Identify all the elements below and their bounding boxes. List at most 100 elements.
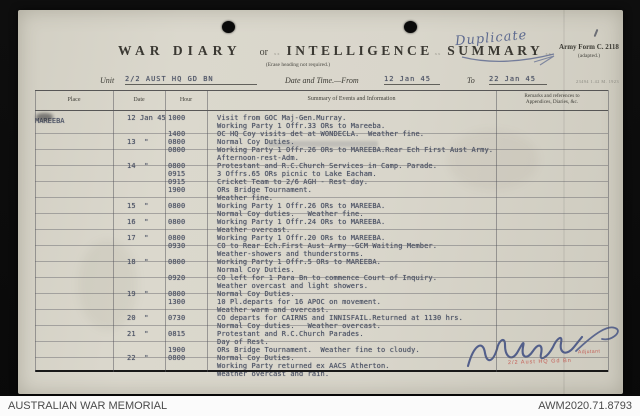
row-hour: 0800 <box>168 138 186 146</box>
date-from-value: 12 Jan 45 <box>384 75 440 85</box>
table-row: Weather overcast and light showers. <box>35 282 608 290</box>
place-value: MAREEBA <box>35 117 65 125</box>
title-subnote: (Erase heading not required.) <box>265 62 331 68</box>
row-date: 14 " <box>127 162 149 170</box>
table-row: Normal Coy Duties. <box>35 266 608 274</box>
row-summary: Working Party returned ex AACS Atherton. <box>217 362 390 370</box>
ruled-line <box>35 357 608 358</box>
table-row: Weather fine. <box>35 194 608 202</box>
paper-crease <box>563 10 565 394</box>
duplicate-underline-flourish <box>461 53 555 66</box>
erased-text-ghost <box>268 141 378 147</box>
document-title: WAR DIARY or xx INTELLIGENCE xx SUMMARY xx <box>118 42 551 60</box>
row-summary: OC HQ Coy visits det at WONDECLA. Weathe… <box>217 130 425 138</box>
awm-institution-label: AUSTRALIAN WAR MEMORIAL <box>8 400 168 412</box>
ink-smudge <box>36 113 53 121</box>
row-summary: Weather overcast and light showers. <box>217 282 369 290</box>
ruled-line <box>35 149 608 150</box>
table-row: Weather overcast and rain. <box>35 370 608 378</box>
row-date: 22 " <box>127 354 149 362</box>
table-row: Afternoon-rest-Adm. <box>35 154 608 162</box>
row-hour: 0915 <box>168 170 186 178</box>
punch-hole-right <box>404 21 417 33</box>
table-row: 18 " 0800 Working Party 1 Offr.5 ORs to MA… <box>35 258 608 266</box>
ruled-line <box>35 197 608 198</box>
column-header-place: Place <box>67 97 81 103</box>
table-row: 0930 CO to Rear Ech.First Aust Army -GCM … <box>35 242 608 250</box>
ruled-line <box>35 293 608 294</box>
column-header-summary: Summary of Events and Information <box>307 96 396 102</box>
ruled-line <box>35 213 608 214</box>
table-row: 0915 3 Offrs.65 ORs picnic to Lake Eacham… <box>35 170 608 178</box>
table-row: 22 " 0800 Normal Coy Duties. <box>35 354 608 362</box>
punch-hole-left <box>222 21 235 33</box>
row-summary: Working Party 1 Offr.26 ORs to MAREEBA.R… <box>217 146 494 154</box>
row-hour: 0800 <box>168 354 186 362</box>
ruled-line <box>35 133 608 134</box>
to-label: To <box>467 76 475 85</box>
table-row: 0920 CO left for 1 Para Bn to commence Co… <box>35 274 608 282</box>
table-row: 17 " 0800 Working Party 1 Offr.20 ORs to M… <box>35 234 608 242</box>
row-summary: 3 Offrs.65 ORs picnic to Lake Eacham. <box>217 170 377 178</box>
table-row: 1300 10 Pl.departs for 16 APOC on movemen… <box>35 298 608 306</box>
title-or: or <box>259 47 268 58</box>
row-hour: 0800 <box>168 290 186 298</box>
row-summary: Normal Coy Duties. <box>217 266 295 274</box>
ruled-line <box>35 277 608 278</box>
row-summary: Weather warm and overcast. <box>217 306 330 314</box>
date-time-label: Date and Time.—From <box>285 76 359 85</box>
row-hour: 0800 <box>168 146 186 154</box>
row-summary: Normal Coy Duties. <box>217 138 295 146</box>
strike-marks: xx <box>274 51 281 56</box>
table-row: 19 " 0800 Normal Coy Duties. <box>35 290 608 298</box>
row-summary: CO left for 1 Para Bn to commence Court … <box>217 274 438 282</box>
row-hour: 0815 <box>168 330 186 338</box>
awm-accession-number: AWM2020.71.8793 <box>538 400 632 412</box>
table-row: 15 " 0800 Working Party 1 Offr.26 ORs to M… <box>35 202 608 210</box>
row-summary: Normal Coy Duties. <box>217 354 295 362</box>
table-body: MAREEBA 12 Jan 45 1000 Visit from GOC Maj-… <box>35 110 608 378</box>
table-header-row: Place Date Hour Summary of Events and In… <box>35 90 608 110</box>
row-hour: 0730 <box>168 314 186 322</box>
ruled-line <box>35 181 608 182</box>
row-hour: 0800 <box>168 202 186 210</box>
table-row: 1900 ORs Bridge Tournament. Weather fine … <box>35 346 608 354</box>
ruled-line <box>35 261 608 262</box>
row-hour: 1000 <box>168 114 186 122</box>
ruled-line <box>35 309 608 310</box>
row-hour: 0920 <box>168 274 186 282</box>
row-summary: Working Party 1 Offr.5 ORs to MAREEBA. <box>217 258 381 266</box>
table-row: 12 Jan 45 1000 Visit from GOC Maj-Gen.Murr… <box>35 114 608 122</box>
adjutant-signature <box>466 326 619 368</box>
ruled-line <box>35 229 608 230</box>
row-summary: Normal Coy duties. Weather overcast. <box>217 322 381 330</box>
row-hour: 1900 <box>168 186 186 194</box>
table-row: Working Party returned ex AACS Atherton. <box>35 362 608 370</box>
row-hour: 0800 <box>168 218 186 226</box>
column-line <box>608 90 609 372</box>
awm-caption-bar: AUSTRALIAN WAR MEMORIAL AWM2020.71.8793 <box>0 396 640 416</box>
unit-date-line: Unit 2/2 AUST HQ GD BN Date and Time.—Fr… <box>18 74 623 88</box>
row-summary: ORs Bridge Tournament. Weather fine to c… <box>217 346 420 354</box>
row-summary: ORs Bridge Tournament. <box>217 186 312 194</box>
printer-code: 23494 1.42 M. 1923 <box>576 79 620 84</box>
row-hour: 1900 <box>168 346 186 354</box>
table-row: 13 " 0800 Normal Coy Duties. <box>35 138 608 146</box>
column-line <box>113 90 114 372</box>
row-date: 21 " <box>127 330 149 338</box>
row-summary: Protestant and R.C.Church Parades. <box>217 330 364 338</box>
table-row: 0800 Working Party 1 Offr.26 ORs to MAREE… <box>35 146 608 154</box>
column-line <box>35 90 36 372</box>
row-summary: Working Party 1 Offr.26 ORs to MAREEBA. <box>217 202 386 210</box>
row-summary: Weather-showers and thunderstorms. <box>217 250 364 258</box>
title-war-diary: WAR DIARY <box>118 43 242 58</box>
paper-stain <box>78 240 138 330</box>
table-row: Weather warm and overcast. <box>35 306 608 314</box>
table-row: 0915 Cricket Team to 2/6 AGH - Rest day. <box>35 178 608 186</box>
table-row: Working Party 1 Offr.33 ORs to Mareeba. <box>35 122 608 130</box>
row-date: 17 " <box>127 234 149 242</box>
column-line <box>496 90 497 372</box>
date-to-value: 22 Jan 45 <box>489 75 547 85</box>
row-summary: Weather overcast and rain. <box>217 370 330 378</box>
row-summary: CO departs for CAIRNS and INNISFAIL.Retu… <box>217 314 463 322</box>
